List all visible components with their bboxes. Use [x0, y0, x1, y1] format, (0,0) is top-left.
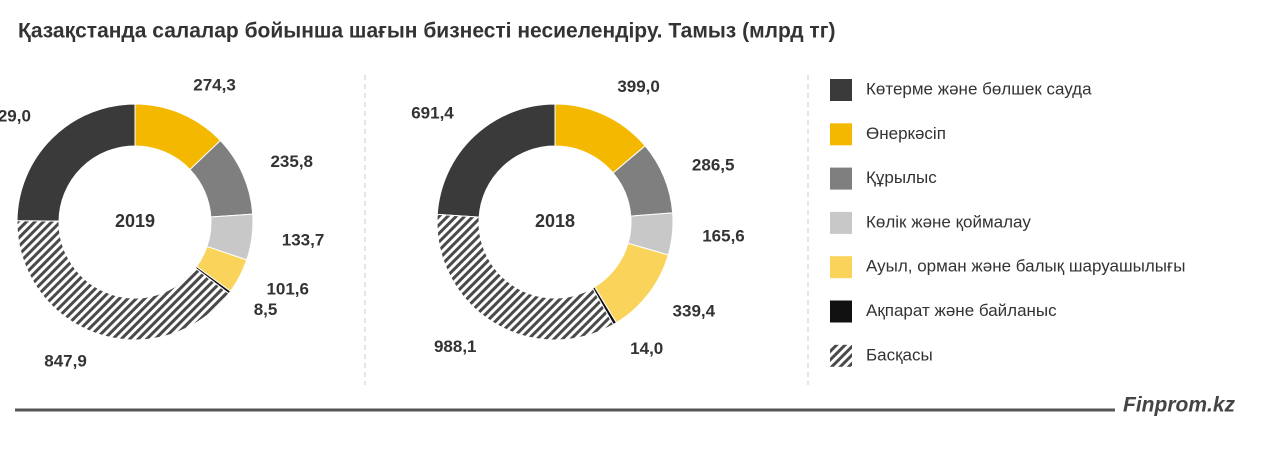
value-label: 988,1 [434, 337, 477, 356]
donut-segment [16, 220, 230, 341]
legend-label: Ауыл, орман және балық шаруашылығы [866, 257, 1185, 276]
value-label: 339,4 [673, 301, 716, 320]
value-label: 101,6 [266, 279, 309, 298]
legend-label: Өнеркәсіп [866, 124, 946, 143]
legend-label: Құрылыс [866, 168, 937, 187]
chart-title: Қазақстанда салалар бойынша шағын бизнес… [18, 20, 835, 43]
donut-segment [16, 103, 136, 222]
legend-swatch [830, 300, 852, 323]
donut-segment [436, 103, 556, 218]
value-label: 691,4 [411, 104, 454, 123]
donut-segment [436, 213, 615, 341]
value-label: 235,8 [270, 152, 313, 171]
legend-label: Ақпарат және байланыс [866, 301, 1057, 320]
legend-swatch [830, 167, 852, 190]
legend-label: Басқасы [866, 345, 933, 364]
legend-swatch [830, 123, 852, 146]
value-label: 8,5 [254, 300, 278, 319]
value-label: 133,7 [282, 231, 325, 250]
legend-label: Көлік және қоймалау [866, 212, 1031, 231]
value-label: 286,5 [692, 155, 735, 174]
source: Finprom.kz [1123, 394, 1236, 417]
value-label: 399,0 [617, 77, 660, 96]
legend-swatch [830, 211, 852, 234]
legend-swatch [830, 256, 852, 279]
value-label: 847,9 [44, 351, 87, 370]
value-label: 529,0 [0, 106, 31, 125]
legend-swatch [830, 344, 852, 367]
value-label: 14,0 [630, 339, 663, 358]
legend-label: Көтерме және бөлшек сауда [866, 79, 1092, 98]
value-label: 274,3 [193, 75, 236, 94]
value-label: 165,6 [702, 227, 745, 246]
center-label: 2019 [115, 211, 155, 231]
center-label: 2018 [535, 211, 575, 231]
legend-swatch [830, 79, 852, 101]
